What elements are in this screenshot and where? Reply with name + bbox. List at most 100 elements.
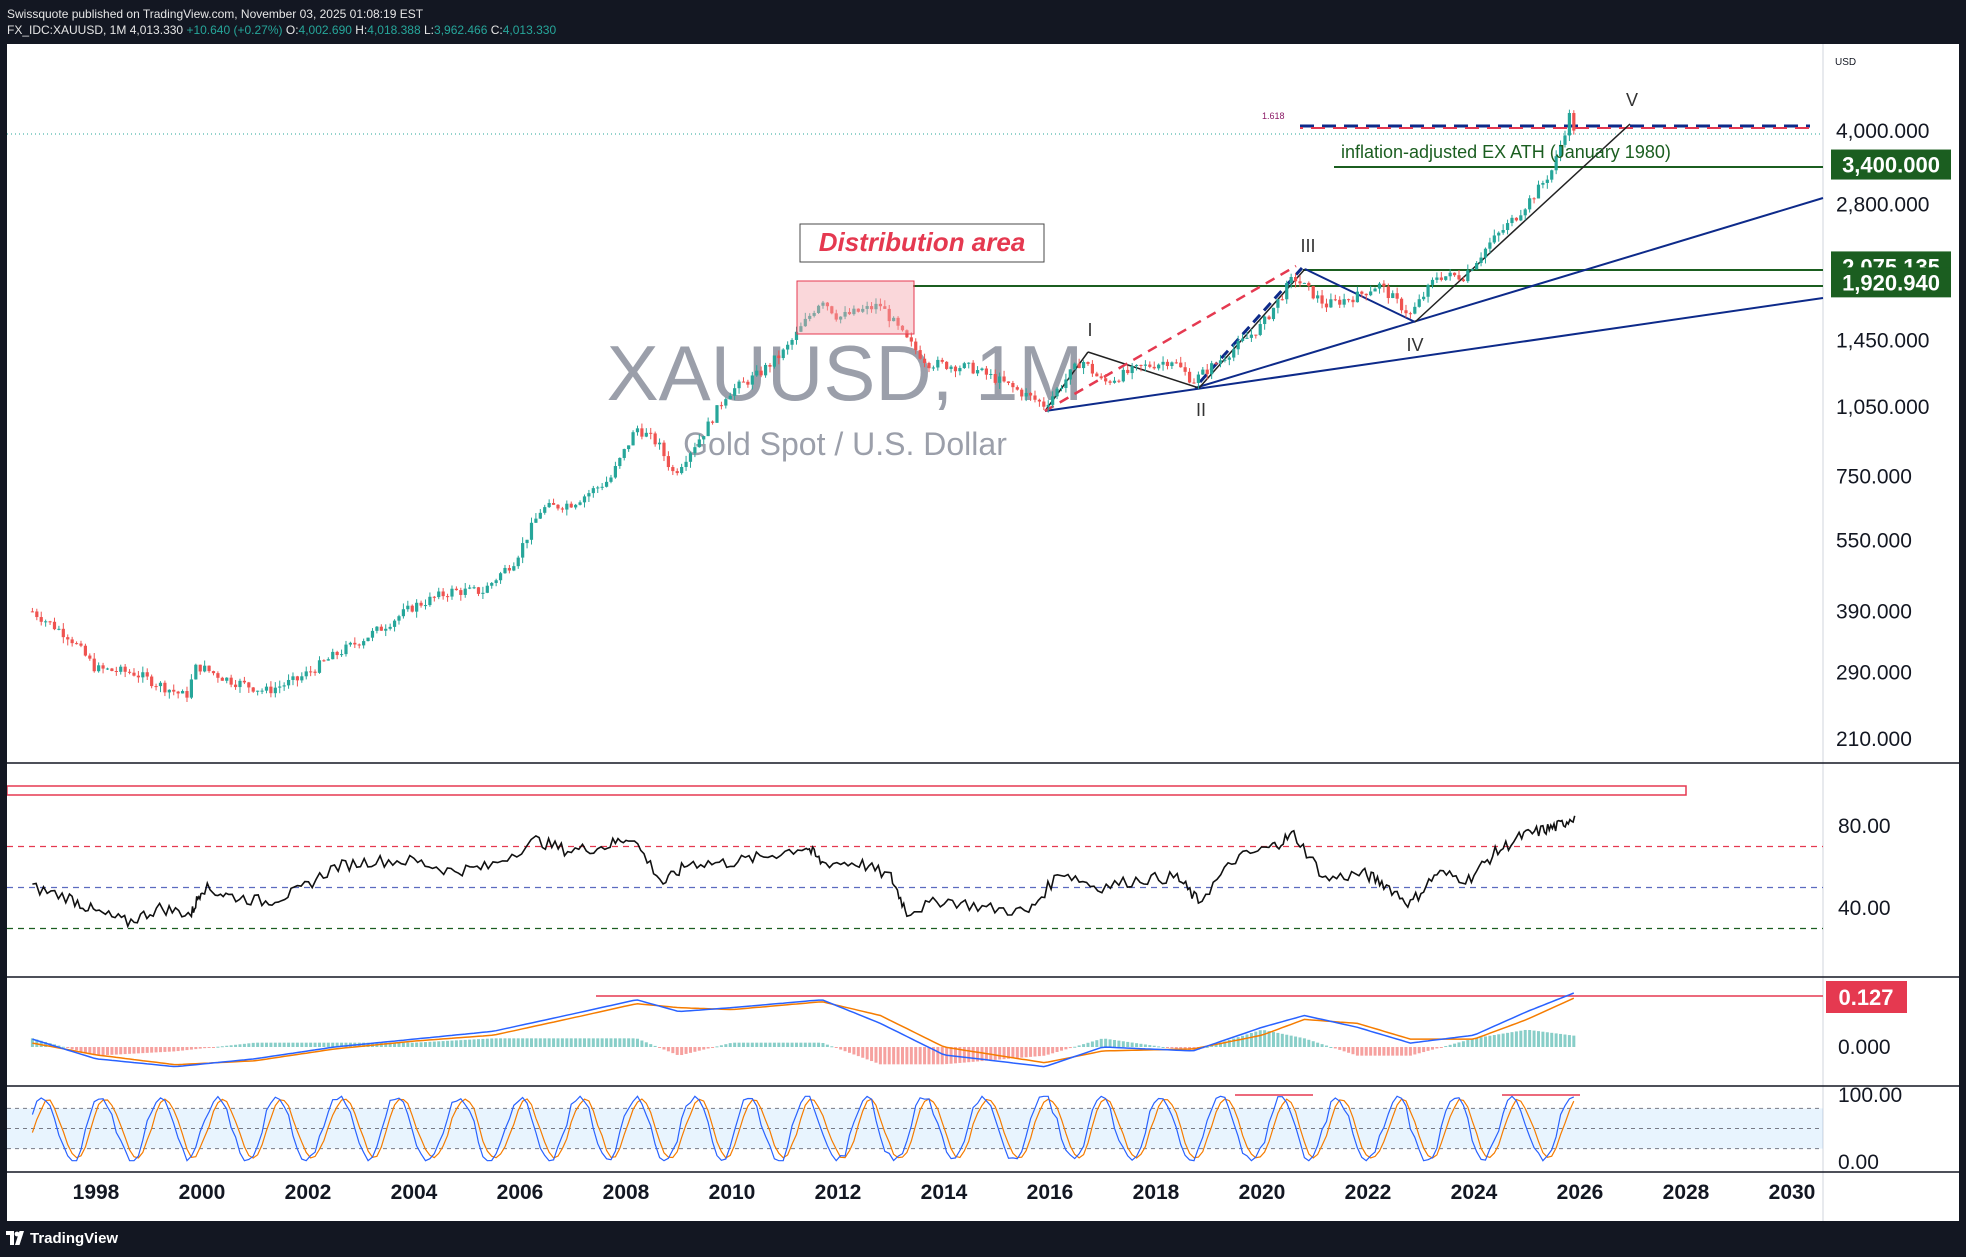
candle-body — [1466, 270, 1470, 282]
macd-histogram-bar — [856, 1047, 860, 1057]
candle-body — [980, 368, 984, 371]
macd-histogram-bar — [1285, 1034, 1289, 1047]
candle-body — [1117, 380, 1121, 382]
candle-body — [88, 655, 92, 659]
macd-histogram-bar — [1523, 1029, 1527, 1047]
candle-body — [534, 518, 538, 523]
macd-histogram-bar — [1373, 1047, 1377, 1056]
macd-histogram-bar — [83, 1047, 87, 1053]
candle-body — [353, 642, 357, 645]
candle-body — [1258, 324, 1262, 335]
candle-body — [724, 399, 728, 406]
candle-body — [494, 580, 498, 583]
price-tick: 1,450.000 — [1836, 329, 1929, 352]
macd-histogram-bar — [750, 1042, 754, 1047]
time-tick: 2000 — [179, 1181, 226, 1204]
candle-body — [852, 308, 856, 315]
candle-body — [362, 641, 366, 646]
candle-body — [1249, 334, 1253, 338]
macd-histogram-bar — [123, 1047, 127, 1055]
candle-body — [786, 344, 790, 350]
chart-area[interactable]: XAUUSD, 1M Gold Spot / U.S. Dollar Distr… — [7, 44, 1959, 1221]
time-axis[interactable]: 1998 2000 2002 2004 2006 2008 2010 2012 2014 2016… — [73, 1181, 1816, 1204]
candle-body — [830, 306, 834, 314]
macd-histogram-bar — [1514, 1031, 1518, 1047]
macd-histogram-bar — [1333, 1047, 1337, 1049]
macd-histogram-bar — [892, 1047, 896, 1065]
candle-body — [746, 381, 750, 385]
candle-body — [1426, 284, 1430, 297]
candle-body — [282, 685, 286, 687]
macd-histogram-bar — [269, 1042, 273, 1047]
macd-histogram-bar — [1470, 1038, 1474, 1047]
candle-body — [1342, 299, 1346, 305]
macd-histogram-bar — [1347, 1047, 1351, 1053]
time-tick: 2030 — [1769, 1181, 1816, 1204]
macd-histogram-bar — [521, 1038, 525, 1047]
macd-histogram-bar — [808, 1042, 812, 1047]
macd-histogram-bar — [618, 1038, 622, 1047]
macd-histogram-bar — [101, 1047, 105, 1056]
candle-body — [1254, 334, 1258, 336]
macd-histogram-bar — [1015, 1047, 1019, 1059]
price-badge — [1831, 267, 1951, 298]
distribution-area-box[interactable] — [796, 280, 915, 335]
high-label: H: — [355, 23, 368, 37]
macd-histogram-bar — [1011, 1047, 1015, 1059]
candle-body — [1435, 277, 1439, 280]
macd-histogram-bar — [830, 1046, 834, 1048]
candle-body — [1218, 360, 1223, 364]
candle-body — [1059, 387, 1064, 389]
macd-histogram-bar — [1541, 1031, 1545, 1047]
candle-body — [123, 666, 127, 672]
wave-label-iv: IV — [1406, 335, 1423, 355]
symbol-label[interactable]: FX_IDC:XAUUSD, 1M — [7, 23, 127, 37]
candle-body — [1271, 307, 1276, 320]
macd-histogram-bar — [499, 1038, 503, 1047]
macd-histogram-bar — [1267, 1031, 1271, 1047]
candle-body — [141, 672, 145, 678]
channel-red-dash — [1044, 264, 1297, 413]
candle-body — [1134, 364, 1139, 367]
macd-histogram-bar — [1329, 1047, 1333, 1048]
candle-body — [1391, 293, 1395, 299]
candle-body — [1554, 156, 1558, 171]
macd-histogram-bar — [1112, 1039, 1116, 1047]
candle-body — [750, 375, 754, 385]
candle-body — [710, 421, 715, 423]
macd-signal-line — [32, 997, 1575, 1066]
macd-badge — [1826, 981, 1907, 1013]
candle-body — [1112, 380, 1117, 383]
macd-histogram-bar — [702, 1047, 706, 1050]
candle-body — [1514, 217, 1518, 221]
macd-histogram-bar — [596, 1038, 600, 1047]
macd-histogram-bar — [1536, 1031, 1540, 1047]
macd-histogram-bar — [1218, 1042, 1222, 1047]
candle-body — [1236, 340, 1240, 350]
macd-histogram-bar — [878, 1047, 882, 1065]
macd-histogram-bar — [662, 1047, 666, 1050]
price-axis[interactable]: 4,000.000 2,800.000 1,450.000 1,050.000 750.… — [1831, 120, 1951, 751]
macd-histogram-bar — [516, 1038, 520, 1047]
macd-histogram-bar — [229, 1045, 233, 1047]
candle-body — [839, 316, 843, 320]
macd-histogram-bar — [309, 1042, 313, 1047]
macd-histogram-bar — [1435, 1047, 1439, 1049]
candle-body — [1280, 299, 1284, 301]
candle-body — [856, 308, 860, 312]
macd-histogram-bar — [565, 1038, 569, 1047]
macd-histogram-bar — [459, 1040, 463, 1047]
macd-histogram-bar — [454, 1040, 458, 1047]
low-value: 3,962.466 — [434, 23, 488, 37]
macd-histogram-bar — [1059, 1047, 1063, 1051]
macd-histogram-bar — [1152, 1045, 1156, 1047]
time-tick: 2004 — [391, 1181, 438, 1204]
macd-histogram-bar — [582, 1038, 586, 1047]
macd-histogram-bar — [680, 1047, 684, 1056]
tradingview-brand[interactable]: TradingView — [30, 1230, 119, 1247]
candle-body — [1055, 388, 1059, 397]
candle-body — [189, 679, 193, 698]
macd-histogram-bar — [1073, 1046, 1077, 1048]
macd-histogram-bar — [640, 1040, 644, 1047]
macd-histogram-bar — [415, 1042, 419, 1047]
